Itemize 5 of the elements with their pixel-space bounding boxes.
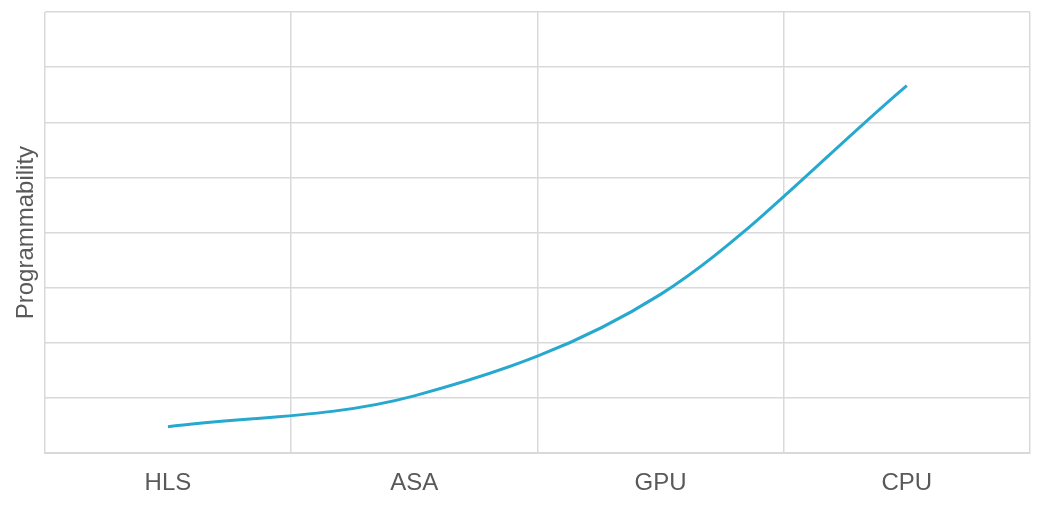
y-axis-title: Programmability xyxy=(11,145,39,320)
x-tick-label: CPU xyxy=(881,468,933,496)
x-tick-label: HLS xyxy=(144,468,192,496)
x-tick-label: ASA xyxy=(390,468,439,496)
x-tick-label: GPU xyxy=(634,468,687,496)
